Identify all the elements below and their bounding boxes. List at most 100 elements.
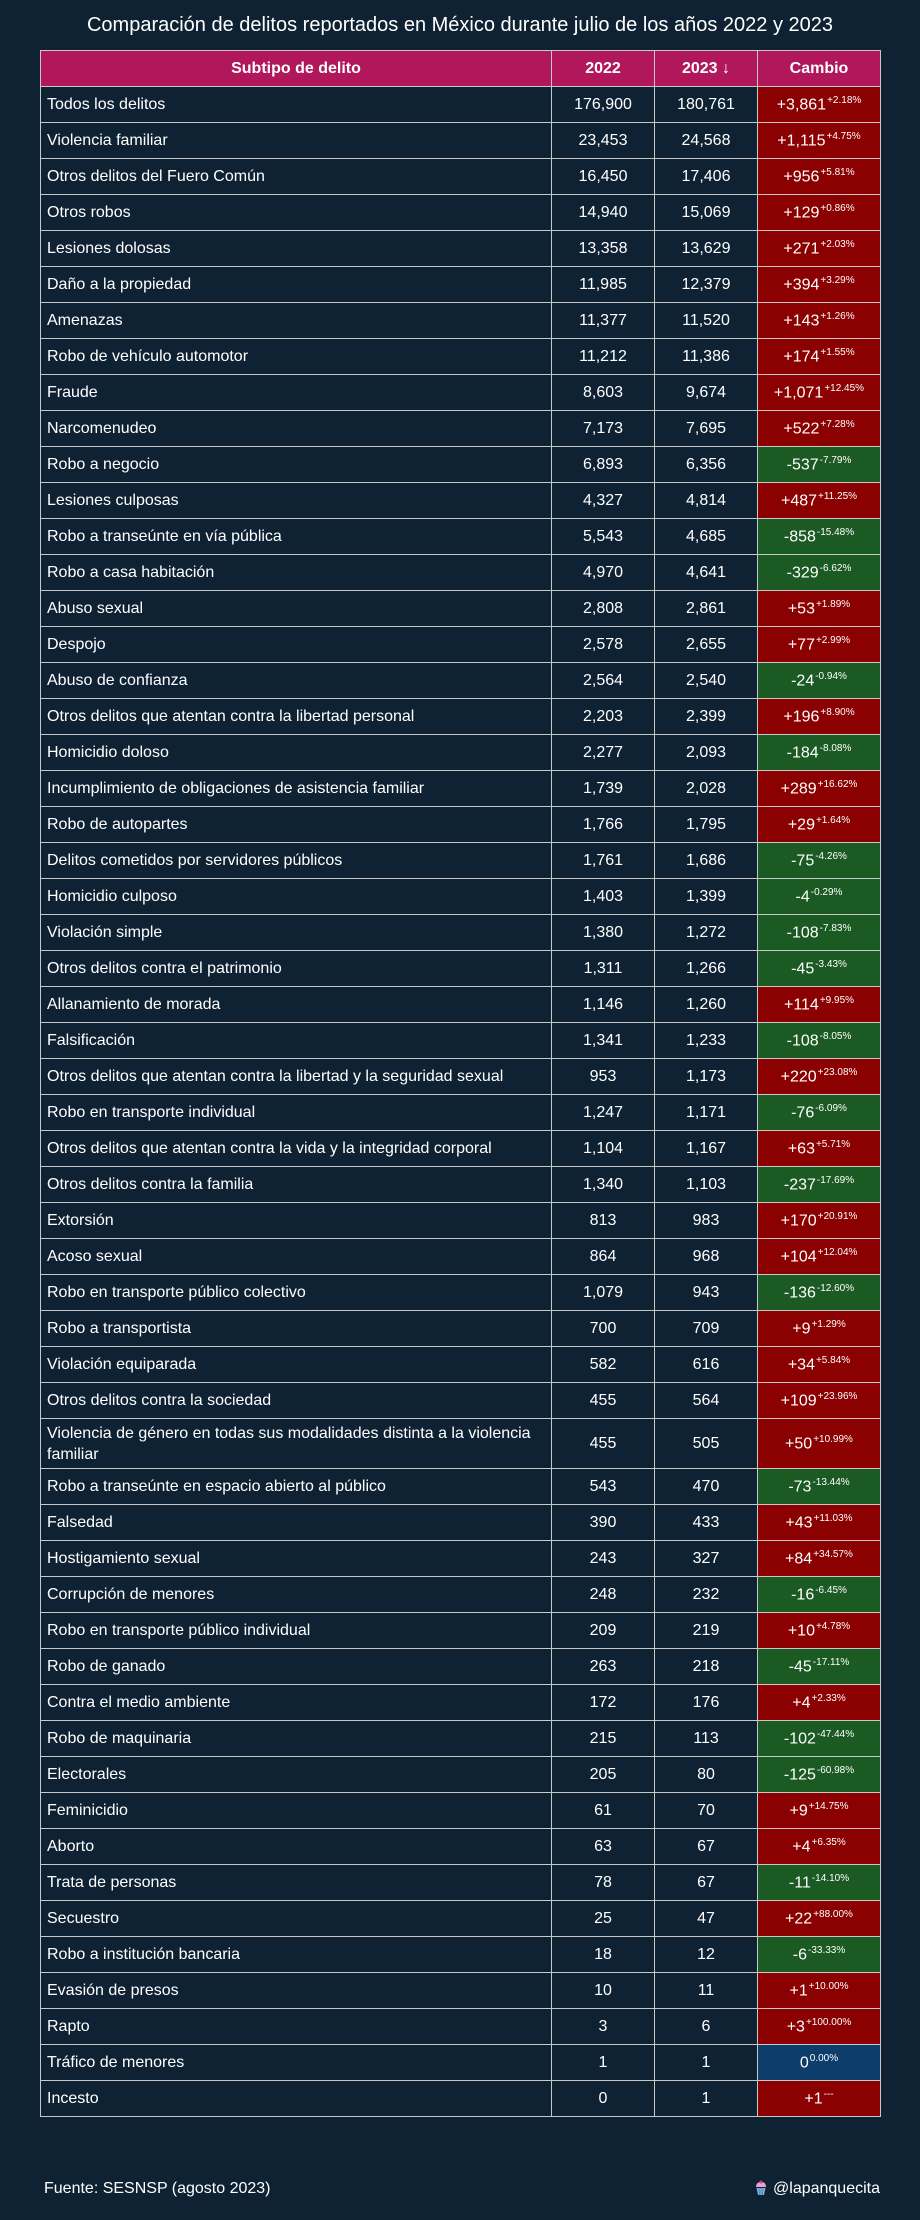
header-2022: 2022 xyxy=(551,50,655,87)
change-value: +77 xyxy=(787,636,815,654)
cell-2022: 6,893 xyxy=(551,446,655,483)
table-row: Allanamiento de morada 1,146 1,260 +114+9.9… xyxy=(40,986,881,1023)
change-percent: +23.96% xyxy=(817,1390,858,1402)
cell-cambio: -24-0.94% xyxy=(757,662,881,699)
change-percent: +4.78% xyxy=(815,1620,851,1632)
cell-subtipo: Otros delitos contra el patrimonio xyxy=(40,950,552,987)
cell-2023: 2,861 xyxy=(654,590,758,627)
change-percent: +2.99% xyxy=(815,634,851,646)
change-value: 0 xyxy=(799,2054,809,2072)
page-title: Comparación de delitos reportados en Méx… xyxy=(86,14,834,36)
change-percent: +11.25% xyxy=(818,490,858,502)
table-row: Lesiones dolosas 13,358 13,629 +271+2.03% xyxy=(40,230,881,267)
table-row: Todos los delitos 176,900 180,761 +3,861+2.… xyxy=(40,86,881,123)
table-row: Otros delitos contra el patrimonio 1,311 1… xyxy=(40,950,881,987)
table-row: Robo de vehículo automotor 11,212 11,386 +1… xyxy=(40,338,881,375)
change-percent: +2.33% xyxy=(811,1692,846,1704)
table-row: Incumplimiento de obligaciones de asiste… xyxy=(40,770,881,807)
cell-cambio: +487+11.25% xyxy=(757,482,881,519)
table-row: Otros delitos del Fuero Común 16,450 17,40… xyxy=(40,158,881,195)
cell-2022: 813 xyxy=(551,1202,655,1239)
change-value: +174 xyxy=(783,348,820,366)
table-row: Secuestro 25 47 +22+88.00% xyxy=(40,1900,881,1937)
change-percent: +1.89% xyxy=(815,598,851,610)
cell-2022: 2,808 xyxy=(551,590,655,627)
cell-2023: 433 xyxy=(654,1504,758,1541)
change-percent: -17.69% xyxy=(816,1174,855,1186)
cell-2023: 6,356 xyxy=(654,446,758,483)
cell-subtipo: Lesiones dolosas xyxy=(40,230,552,267)
change-value: +289 xyxy=(780,780,817,798)
cupcake-icon xyxy=(753,2180,769,2201)
cell-cambio: +129+0.86% xyxy=(757,194,881,231)
cell-2023: 11,386 xyxy=(654,338,758,375)
change-value: +109 xyxy=(780,1392,817,1410)
cell-2023: 983 xyxy=(654,1202,758,1239)
cell-cambio: +77+2.99% xyxy=(757,626,881,663)
table-row: Abuso de confianza 2,564 2,540 -24-0.94% xyxy=(40,662,881,699)
table-row: Robo a transeúnte en espacio abierto al … xyxy=(40,1468,881,1505)
cell-2022: 455 xyxy=(551,1382,655,1419)
change-percent: -7.83% xyxy=(819,922,852,934)
cell-2022: 2,277 xyxy=(551,734,655,771)
change-percent: -6.09% xyxy=(815,1102,847,1114)
cell-subtipo: Evasión de presos xyxy=(40,1972,552,2009)
table-row: Contra el medio ambiente 172 176 +4+2.33% xyxy=(40,1684,881,1721)
cell-subtipo: Robo en transporte público colectivo xyxy=(40,1274,552,1311)
cell-2022: 864 xyxy=(551,1238,655,1275)
cell-2023: 67 xyxy=(654,1828,758,1865)
header-2023-sorted[interactable]: 2023 ↓ xyxy=(654,50,758,87)
change-percent: +11.03% xyxy=(813,1512,853,1524)
cell-subtipo: Robo a casa habitación xyxy=(40,554,552,591)
cell-2023: 616 xyxy=(654,1346,758,1383)
cell-subtipo: Robo a institución bancaria xyxy=(40,1936,552,1973)
change-percent: -15.48% xyxy=(816,526,855,538)
cell-2022: 11,377 xyxy=(551,302,655,339)
table-body: Todos los delitos 176,900 180,761 +3,861+2.… xyxy=(40,86,881,2117)
cell-2022: 543 xyxy=(551,1468,655,1505)
change-value: -858 xyxy=(783,528,816,546)
change-value: -237 xyxy=(783,1176,816,1194)
change-percent: 0.00% xyxy=(809,2052,839,2064)
cell-2023: 15,069 xyxy=(654,194,758,231)
table-row: Despojo 2,578 2,655 +77+2.99% xyxy=(40,626,881,663)
cell-subtipo: Otros delitos que atentan contra la vida… xyxy=(40,1130,552,1167)
cell-subtipo: Homicidio doloso xyxy=(40,734,552,771)
cell-2022: 11,985 xyxy=(551,266,655,303)
table-row: Tráfico de menores 1 1 00.00% xyxy=(40,2044,881,2081)
cell-subtipo: Robo de autopartes xyxy=(40,806,552,843)
cell-2022: 11,212 xyxy=(551,338,655,375)
change-percent: +4.75% xyxy=(826,130,861,142)
cell-2022: 1,761 xyxy=(551,842,655,879)
cell-cambio: -16-6.45% xyxy=(757,1576,881,1613)
cell-subtipo: Otros delitos que atentan contra la libe… xyxy=(40,698,552,735)
change-value: -102 xyxy=(783,1730,816,1748)
cell-subtipo: Allanamiento de morada xyxy=(40,986,552,1023)
cell-cambio: +22+88.00% xyxy=(757,1900,881,1937)
change-percent: +5.84% xyxy=(815,1354,851,1366)
cell-subtipo: Electorales xyxy=(40,1756,552,1793)
cell-cambio: +289+16.62% xyxy=(757,770,881,807)
cell-2022: 18 xyxy=(551,1936,655,1973)
cell-subtipo: Secuestro xyxy=(40,1900,552,1937)
crime-comparison-table: Subtipo de delito 2022 2023 ↓ Cambio Tod… xyxy=(40,50,881,2117)
cell-cambio: -75-4.26% xyxy=(757,842,881,879)
cell-subtipo: Otros delitos que atentan contra la libe… xyxy=(40,1058,552,1095)
cell-2022: 172 xyxy=(551,1684,655,1721)
change-value: -24 xyxy=(791,672,815,690)
cell-2023: 2,093 xyxy=(654,734,758,771)
cell-subtipo: Homicidio culposo xyxy=(40,878,552,915)
cell-subtipo: Delitos cometidos por servidores público… xyxy=(40,842,552,879)
cell-2022: 4,970 xyxy=(551,554,655,591)
change-value: +50 xyxy=(785,1435,813,1453)
cell-2022: 25 xyxy=(551,1900,655,1937)
cell-2022: 61 xyxy=(551,1792,655,1829)
change-value: +129 xyxy=(783,204,820,222)
cell-2022: 1,104 xyxy=(551,1130,655,1167)
table-row: Robo a negocio 6,893 6,356 -537-7.79% xyxy=(40,446,881,483)
change-percent: +2.18% xyxy=(827,94,862,106)
cell-2022: 2,564 xyxy=(551,662,655,699)
footer-source: Fuente: SESNSP (agosto 2023) xyxy=(44,2180,271,2197)
cell-2022: 7,173 xyxy=(551,410,655,447)
cell-2022: 953 xyxy=(551,1058,655,1095)
